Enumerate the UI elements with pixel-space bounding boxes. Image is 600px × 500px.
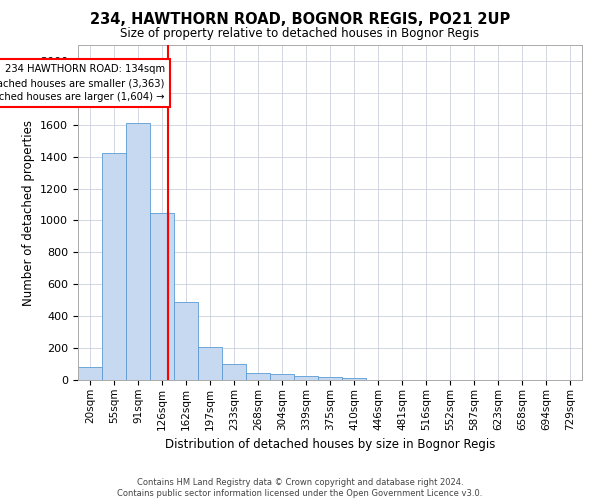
Bar (78, 367, 102, 380)
X-axis label: Distribution of detached houses by size in Bognor Regis: Distribution of detached houses by size … (165, 438, 495, 451)
Bar (294, 376, 318, 380)
Bar (246, 373, 270, 380)
Bar (270, 374, 294, 380)
Text: 234 HAWTHORN ROAD: 134sqm
← 67% of detached houses are smaller (3,363)
32% of se: 234 HAWTHORN ROAD: 134sqm ← 67% of detac… (0, 64, 164, 102)
Text: Size of property relative to detached houses in Bognor Regis: Size of property relative to detached ho… (121, 28, 479, 40)
Bar (150, 214, 174, 380)
Text: 234, HAWTHORN ROAD, BOGNOR REGIS, PO21 2UP: 234, HAWTHORN ROAD, BOGNOR REGIS, PO21 2… (90, 12, 510, 28)
Bar (126, 123, 150, 380)
Text: Contains HM Land Registry data © Crown copyright and database right 2024.
Contai: Contains HM Land Registry data © Crown c… (118, 478, 482, 498)
Bar (342, 378, 366, 380)
Y-axis label: Number of detached properties: Number of detached properties (22, 120, 35, 306)
Bar (174, 302, 198, 380)
Bar (222, 364, 246, 380)
Bar (198, 348, 222, 380)
Bar (318, 377, 342, 380)
Bar (102, 154, 126, 380)
